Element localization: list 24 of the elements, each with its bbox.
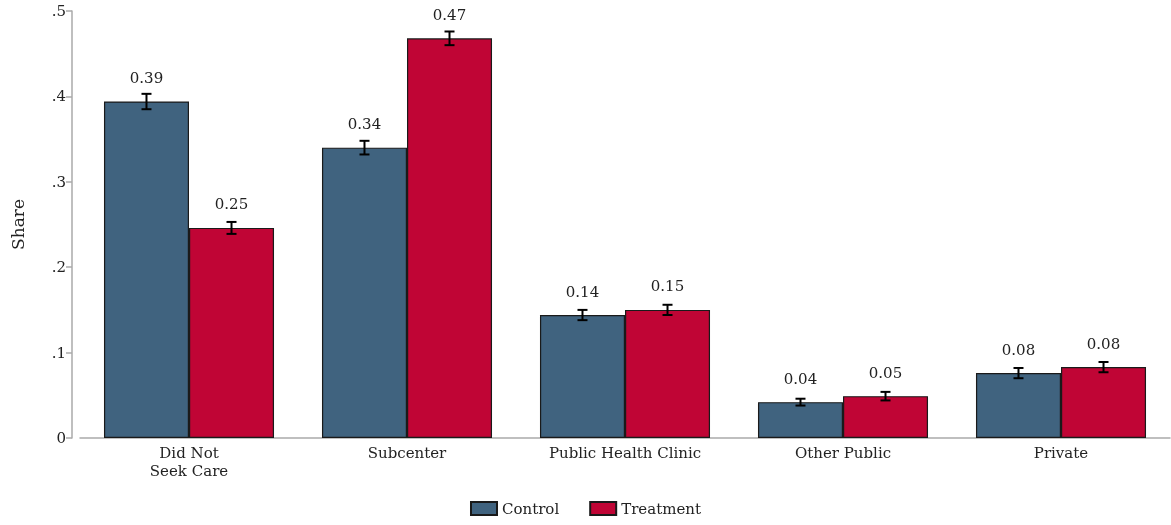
y-axis-title: Share bbox=[7, 199, 28, 250]
x-tick-label: Other Public bbox=[794, 444, 892, 462]
legend-label: Treatment bbox=[621, 499, 701, 518]
data-label: 0.47 bbox=[432, 5, 467, 24]
y-tick-label: .1 bbox=[51, 343, 66, 362]
data-label: 0.08 bbox=[1086, 334, 1121, 353]
data-label: 0.08 bbox=[1001, 340, 1036, 359]
x-tick-label: Public Health Clinic bbox=[548, 444, 702, 462]
y-tick-label: 0 bbox=[56, 429, 66, 447]
y-tick-label: .4 bbox=[51, 87, 66, 106]
data-label: 0.15 bbox=[650, 277, 685, 296]
x-tick-label: Did Not Seek Care bbox=[149, 444, 229, 480]
data-label: 0.34 bbox=[347, 115, 382, 134]
data-label: 0.39 bbox=[129, 69, 164, 88]
y-tick-label: .2 bbox=[51, 258, 66, 277]
x-tick-label: Subcenter bbox=[367, 444, 448, 462]
legend-label: Control bbox=[502, 499, 560, 518]
data-label: 0.04 bbox=[783, 369, 818, 388]
data-label: 0.25 bbox=[214, 195, 249, 214]
x-tick-label: Private bbox=[1033, 444, 1089, 462]
data-label: 0.14 bbox=[565, 282, 600, 301]
y-tick-label: .5 bbox=[51, 2, 66, 20]
data-label: 0.05 bbox=[868, 363, 903, 382]
y-tick-label: .3 bbox=[51, 172, 66, 191]
